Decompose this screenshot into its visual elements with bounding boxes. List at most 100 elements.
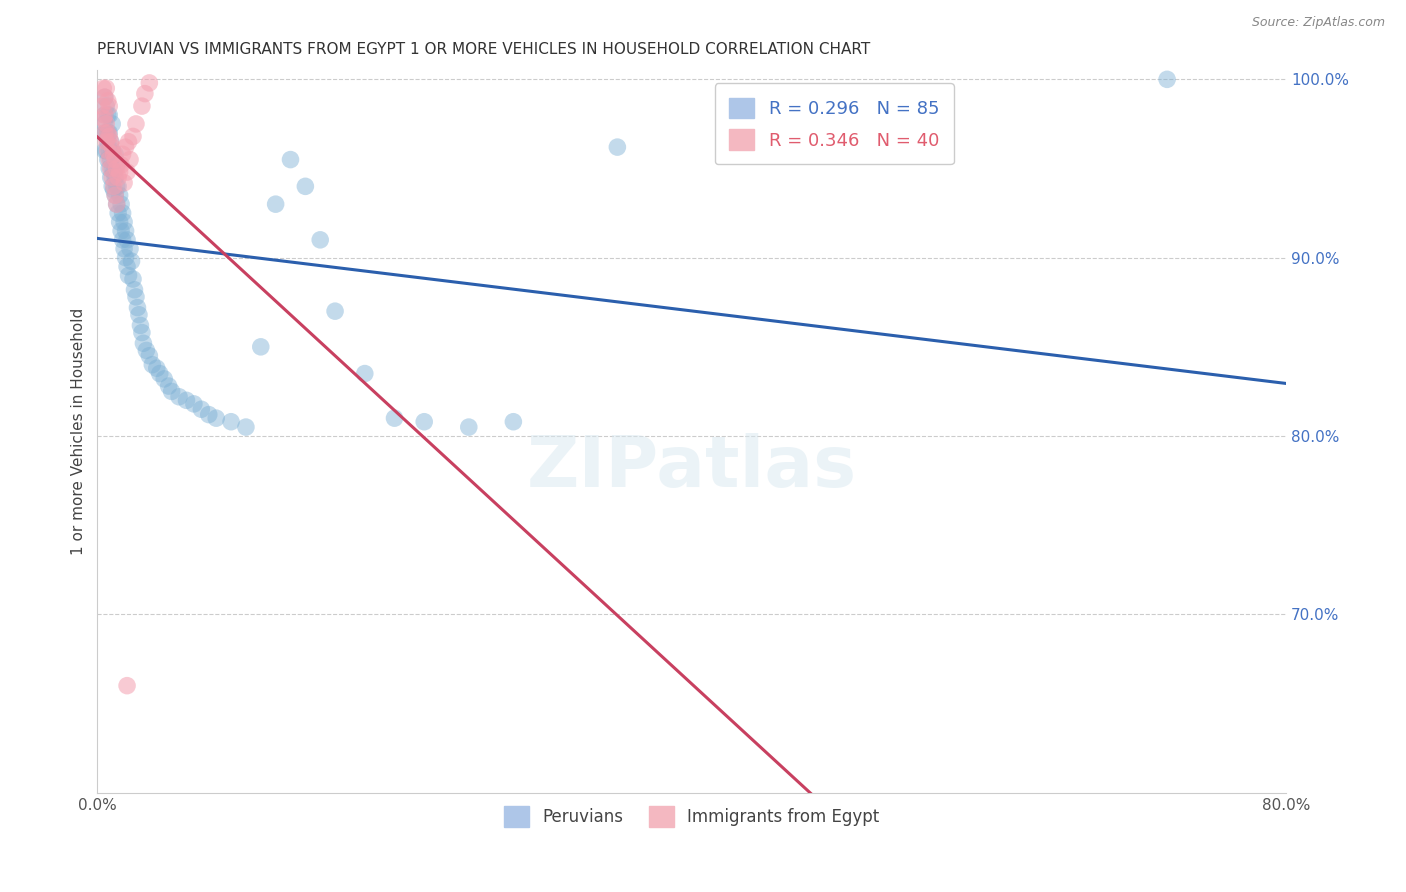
Point <box>103 179 125 194</box>
Point <box>94 126 117 140</box>
Point <box>149 367 172 381</box>
Point <box>104 170 127 185</box>
Point <box>97 126 120 140</box>
Point <box>98 126 121 140</box>
Point <box>91 112 114 126</box>
Point <box>110 197 132 211</box>
Point <box>157 379 180 393</box>
Point <box>101 140 124 154</box>
Point <box>132 336 155 351</box>
Point <box>135 343 157 358</box>
Point <box>101 144 124 158</box>
Point <box>105 158 128 172</box>
Point <box>112 215 135 229</box>
Point <box>108 215 131 229</box>
Point <box>98 161 121 176</box>
Point <box>141 358 163 372</box>
Point <box>107 206 129 220</box>
Point <box>110 224 132 238</box>
Point <box>323 304 346 318</box>
Point <box>127 301 149 315</box>
Point <box>115 165 138 179</box>
Point <box>153 372 176 386</box>
Point <box>110 158 132 172</box>
Point <box>309 233 332 247</box>
Point <box>103 165 125 179</box>
Point <box>94 90 117 104</box>
Point <box>101 179 124 194</box>
Point <box>122 272 145 286</box>
Point <box>104 188 127 202</box>
Point <box>114 224 136 238</box>
Point <box>94 126 117 140</box>
Point <box>104 188 127 202</box>
Point <box>101 170 124 185</box>
Point <box>97 94 120 108</box>
Point <box>280 153 302 167</box>
Point <box>105 179 128 194</box>
Point <box>138 76 160 90</box>
Point <box>94 108 117 122</box>
Point <box>205 411 228 425</box>
Legend: Peruvians, Immigrants from Egypt: Peruvians, Immigrants from Egypt <box>496 797 887 835</box>
Point <box>146 361 169 376</box>
Point <box>105 197 128 211</box>
Point <box>117 135 139 149</box>
Point <box>98 99 121 113</box>
Point <box>160 384 183 399</box>
Point <box>100 161 122 176</box>
Point <box>118 153 141 167</box>
Point <box>264 197 287 211</box>
Point <box>101 117 124 131</box>
Point <box>112 242 135 256</box>
Point <box>90 99 112 113</box>
Point <box>121 254 143 268</box>
Point <box>100 135 122 149</box>
Point <box>97 153 120 167</box>
Point <box>108 188 131 202</box>
Point <box>96 99 118 113</box>
Point <box>98 144 121 158</box>
Point <box>183 397 205 411</box>
Point <box>96 135 118 149</box>
Point <box>167 390 190 404</box>
Point <box>128 308 150 322</box>
Point <box>103 183 125 197</box>
Point <box>98 108 121 122</box>
Point <box>125 290 148 304</box>
Point <box>94 90 117 104</box>
Point <box>114 251 136 265</box>
Point <box>94 144 117 158</box>
Point <box>98 153 121 167</box>
Point <box>98 129 121 144</box>
Point <box>107 179 129 194</box>
Point <box>111 147 134 161</box>
Point <box>131 99 153 113</box>
Point <box>115 260 138 274</box>
Point <box>219 415 242 429</box>
Point <box>1156 72 1178 87</box>
Point <box>176 393 198 408</box>
Point <box>100 135 122 149</box>
Point <box>117 268 139 283</box>
Point <box>96 144 118 158</box>
Point <box>111 233 134 247</box>
Point <box>190 402 212 417</box>
Point <box>129 318 152 333</box>
Point <box>108 165 131 179</box>
Point <box>105 197 128 211</box>
Point <box>96 126 118 140</box>
Point <box>138 349 160 363</box>
Point <box>197 408 219 422</box>
Point <box>94 117 117 131</box>
Point <box>235 420 257 434</box>
Point <box>97 135 120 149</box>
Point <box>94 108 117 122</box>
Point <box>112 176 135 190</box>
Point <box>249 340 271 354</box>
Point <box>118 242 141 256</box>
Point <box>100 153 122 167</box>
Point <box>104 153 127 167</box>
Text: PERUVIAN VS IMMIGRANTS FROM EGYPT 1 OR MORE VEHICLES IN HOUSEHOLD CORRELATION CH: PERUVIAN VS IMMIGRANTS FROM EGYPT 1 OR M… <box>97 42 870 57</box>
Point <box>115 679 138 693</box>
